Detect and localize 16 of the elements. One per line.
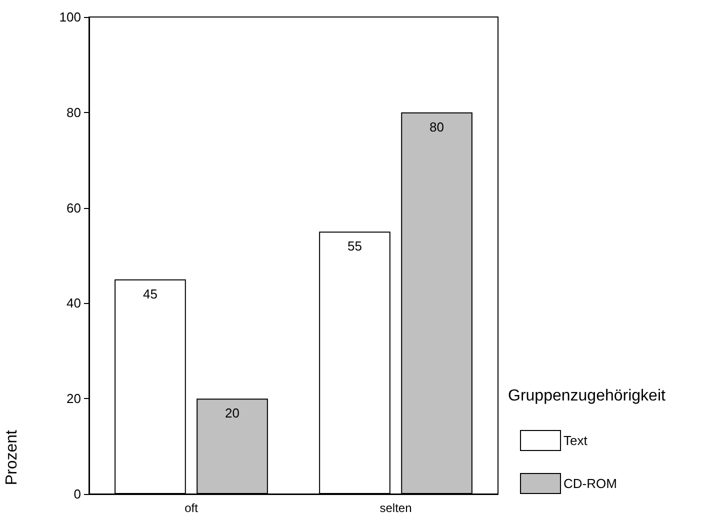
legend-label: Text [564,433,588,448]
data-label: 45 [142,286,158,302]
y-tick-label: 40 [66,296,81,311]
data-label: 55 [347,238,362,254]
data-label: 80 [430,119,444,134]
y-tick-label: 60 [66,200,81,216]
y-tick-label: 20 [66,391,81,406]
y-tick-label: 80 [66,104,81,120]
legend-title: Gruppenzugehörigkeit [508,388,666,404]
data-label: 20 [225,406,240,421]
y-tick-label: 100 [59,10,81,24]
x-tick-label: oft [184,501,199,515]
legend-label: CD-ROM [564,476,617,491]
x-tick-label: selten [380,501,412,515]
y-tick-label: 0 [74,486,81,502]
y-axis-title: Prozent [4,429,20,486]
